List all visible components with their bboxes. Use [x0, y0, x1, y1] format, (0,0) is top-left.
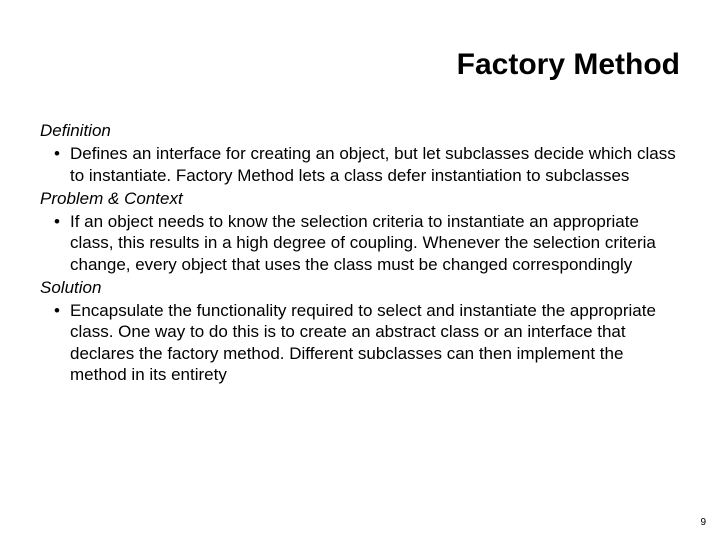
bullet-dot-icon: •: [52, 143, 70, 164]
section-heading-problem: Problem & Context: [40, 188, 680, 209]
section-heading-solution: Solution: [40, 277, 680, 298]
bullet-item: • If an object needs to know the selecti…: [52, 211, 680, 275]
slide-title: Factory Method: [457, 48, 680, 82]
bullet-text: If an object needs to know the selection…: [70, 211, 680, 275]
slide: Factory Method Definition • Defines an i…: [0, 0, 720, 540]
page-number: 9: [700, 517, 706, 528]
slide-body: Definition • Defines an interface for cr…: [40, 118, 680, 385]
bullet-text: Defines an interface for creating an obj…: [70, 143, 680, 186]
bullet-dot-icon: •: [52, 211, 70, 232]
bullet-text: Encapsulate the functionality required t…: [70, 300, 680, 385]
section-heading-definition: Definition: [40, 120, 680, 141]
bullet-item: • Encapsulate the functionality required…: [52, 300, 680, 385]
bullet-item: • Defines an interface for creating an o…: [52, 143, 680, 186]
bullet-dot-icon: •: [52, 300, 70, 321]
